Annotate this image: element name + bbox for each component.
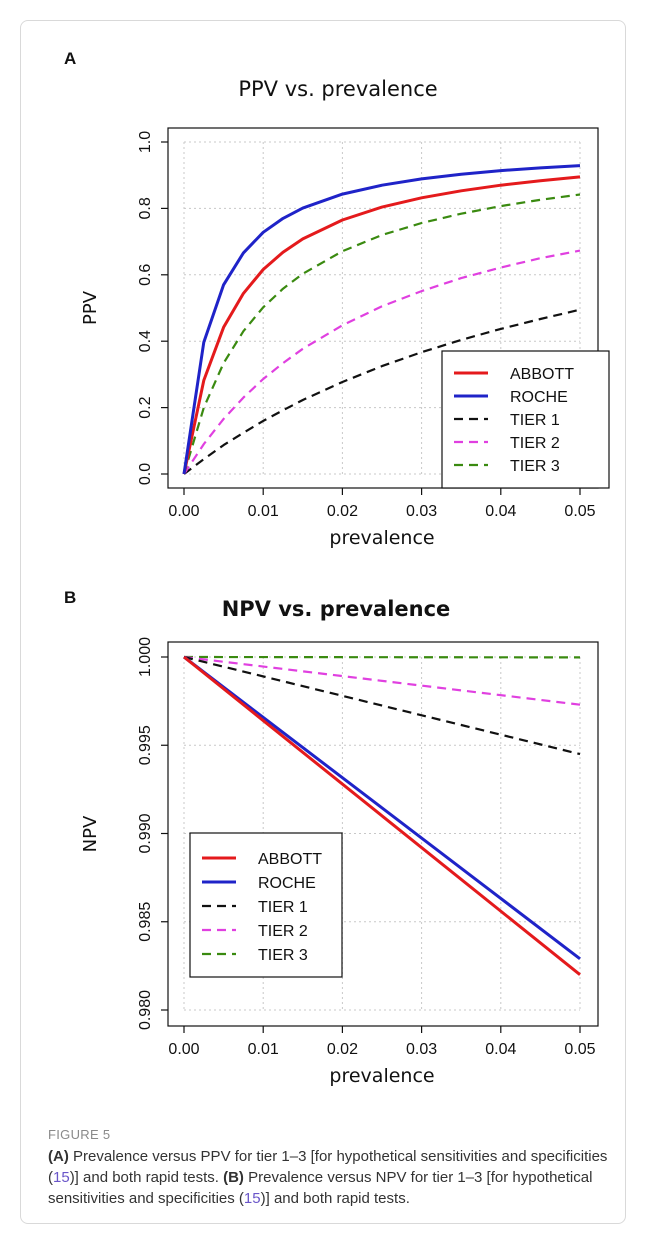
chart-title: NPV vs. prevalence: [222, 597, 451, 621]
panel-label-b: B: [64, 588, 77, 607]
legend-label-3: TIER 2: [258, 923, 308, 940]
legend-label-3: TIER 2: [510, 435, 560, 452]
figure-card: [20, 20, 626, 1224]
caption-b-text: Prevalence versus NPV for tier 1–3 [for …: [48, 1169, 593, 1207]
y-tick-label-3: 0.995: [137, 725, 154, 765]
caption-b-tag: (B): [223, 1169, 244, 1186]
y-tick-label-2: 0.990: [137, 813, 154, 853]
y-tick-label-1: 0.985: [137, 902, 154, 942]
y-tick-label-4: 0.8: [137, 197, 154, 219]
series-line-tier-1: [183, 308, 581, 475]
ppv-chart: PPV vs. prevalence 0.00 0.01 0.02 0.03 0.04 0.…: [80, 77, 610, 549]
y-axis-label: NPV: [80, 815, 101, 852]
plot-frame: [167, 127, 599, 489]
npv-chart: NPV vs. prevalence 0.00 0.01 0.02 0.03 0.04 0.…: [80, 597, 599, 1087]
x-tick-label-5: 0.05: [564, 1041, 595, 1058]
x-axis-label: prevalence: [329, 1065, 434, 1087]
series-line-tier-1: [183, 655, 581, 756]
y-axis-label: PPV: [80, 290, 101, 325]
caption-b-end: )] and both rapid tests.: [260, 1190, 410, 1207]
legend-label-4: TIER 3: [258, 947, 308, 964]
caption-a-text: Prevalence versus PPV for tier 1–3 [for …: [48, 1148, 608, 1186]
x-tick-label-2: 0.02: [327, 1041, 358, 1058]
y-tick-label-0: 0.980: [137, 990, 154, 1030]
x-tick-label-1: 0.01: [248, 503, 279, 520]
series-line-tier-3: [182, 193, 581, 475]
series-line-abbott: [182, 175, 581, 475]
x-tick-label-2: 0.02: [327, 503, 358, 520]
x-tick-label-4: 0.04: [485, 1041, 516, 1058]
x-axis-label: prevalence: [329, 527, 434, 549]
caption-b-ref-link[interactable]: 15: [243, 1190, 261, 1207]
x-tick-label-3: 0.03: [406, 1041, 437, 1058]
figure-caption: (A) Prevalence versus PPV for tier 1–3 […: [48, 1146, 608, 1209]
y-tick-label-2: 0.4: [137, 330, 154, 352]
legend-label-4: TIER 3: [510, 458, 560, 475]
legend-label-1: ROCHE: [258, 875, 316, 892]
series-line-tier-2: [183, 249, 581, 475]
caption-a-end: )] and both rapid tests.: [69, 1169, 224, 1186]
legend-label-1: ROCHE: [510, 389, 568, 406]
y-tick-label-3: 0.6: [137, 264, 154, 286]
y-tick-label-5: 1.0: [137, 131, 154, 153]
series-line-abbott: [183, 655, 581, 976]
legend-label-0: ABBOTT: [258, 851, 322, 868]
legend-label-2: TIER 1: [510, 412, 560, 429]
legend-label-2: TIER 1: [258, 899, 308, 916]
y-tick-label-4: 1.000: [137, 637, 154, 677]
x-tick-label-5: 0.05: [564, 503, 595, 520]
legend-label-0: ABBOTT: [510, 366, 574, 383]
x-tick-label-3: 0.03: [406, 503, 437, 520]
y-tick-label-1: 0.2: [137, 396, 154, 418]
caption-a-tag: (A): [48, 1148, 69, 1165]
panel-label-a: A: [64, 49, 77, 68]
series-line-roche: [182, 164, 581, 475]
series-line-tier-2: [183, 655, 581, 706]
caption-a-ref-link[interactable]: 15: [53, 1169, 70, 1186]
x-tick-label-0: 0.00: [168, 503, 199, 520]
series-line-roche: [183, 655, 581, 960]
x-tick-label-1: 0.01: [248, 1041, 279, 1058]
x-tick-label-4: 0.04: [485, 503, 516, 520]
y-tick-label-0: 0.0: [137, 463, 154, 485]
x-tick-label-0: 0.00: [168, 1041, 199, 1058]
chart-title: PPV vs. prevalence: [238, 77, 437, 101]
figure-label: FIGURE 5: [48, 1127, 111, 1142]
